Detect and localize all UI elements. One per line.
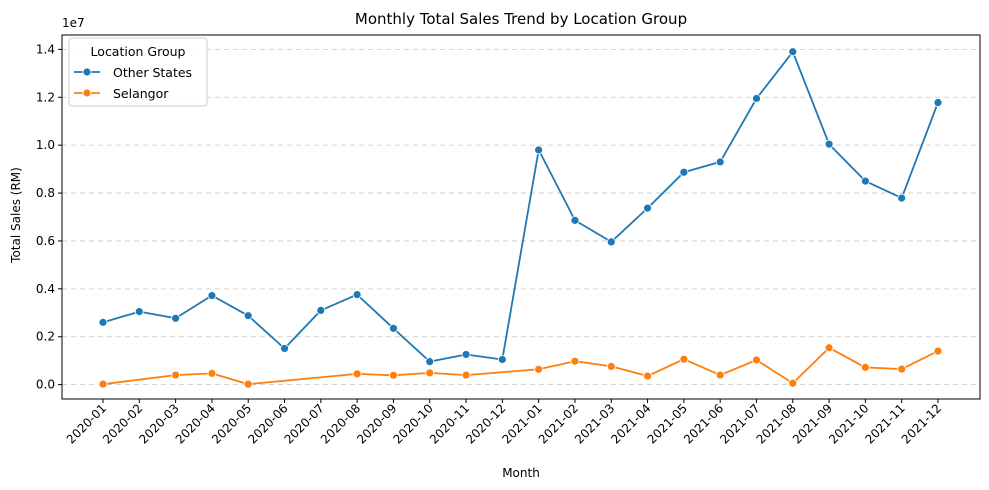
data-point-other-states	[134, 307, 144, 316]
data-point-selangor	[643, 371, 652, 381]
data-point-selangor	[461, 370, 471, 380]
data-point-other-states	[752, 94, 761, 103]
data-point-selangor	[860, 362, 870, 372]
data-point-selangor	[534, 364, 544, 374]
y-tick-label: 0.4	[36, 282, 55, 296]
y-axis-ticks: 0.0 0.2 0.4 0.6 0.8 1.0 1.2 1.4	[36, 42, 62, 392]
data-point-other-states	[389, 323, 398, 333]
y-tick-label: 0.8	[36, 186, 55, 200]
data-point-other-states	[352, 290, 362, 299]
data-point-selangor	[570, 356, 580, 366]
data-point-other-states	[715, 157, 725, 167]
data-point-selangor	[679, 354, 689, 364]
data-point-other-states	[280, 344, 289, 353]
data-point-other-states	[606, 237, 616, 247]
x-tick-label: 2021-12	[899, 401, 944, 446]
data-point-other-states	[534, 145, 544, 155]
y-axis-label: Total Sales (RM)	[9, 167, 23, 264]
data-point-selangor	[207, 368, 217, 378]
data-point-selangor	[98, 379, 108, 389]
data-point-selangor	[933, 346, 943, 356]
legend-title: Location Group	[91, 44, 186, 59]
data-point-selangor	[752, 355, 761, 365]
data-point-selangor	[243, 379, 253, 389]
data-point-other-states	[788, 47, 798, 57]
legend-marker-selangor	[82, 88, 92, 98]
data-point-selangor	[425, 368, 435, 378]
y-tick-label: 1.0	[36, 138, 55, 152]
data-point-other-states	[316, 305, 326, 315]
y-tick-label: 0.0	[36, 378, 55, 392]
y-offset-label: 1e7	[62, 16, 85, 30]
y-tick-label: 1.2	[36, 90, 55, 104]
data-point-selangor	[606, 362, 616, 371]
data-point-selangor	[352, 369, 362, 379]
data-point-other-states	[171, 313, 181, 323]
plot-frame	[61, 34, 981, 400]
legend-box	[68, 37, 208, 107]
data-point-other-states	[679, 167, 689, 177]
series-line-selangor	[102, 346, 939, 386]
data-point-selangor	[715, 370, 725, 380]
data-point-other-states	[824, 139, 834, 149]
legend-label-other-states: Other States	[113, 65, 192, 80]
y-tick-label: 0.2	[36, 330, 55, 344]
grid-lines	[62, 48, 980, 386]
data-point-selangor	[788, 378, 798, 388]
data-point-other-states	[497, 355, 507, 364]
legend-marker-other-states	[82, 67, 92, 77]
x-axis-ticks: 2020-012020-022020-032020-042020-052020-…	[64, 399, 944, 447]
data-point-other-states	[98, 317, 108, 327]
y-tick-label: 0.6	[36, 234, 55, 248]
data-point-other-states	[461, 350, 471, 359]
data-point-selangor	[171, 370, 181, 380]
series-layer	[98, 47, 943, 389]
data-point-selangor	[897, 364, 907, 374]
y-tick-label: 1.4	[36, 42, 55, 56]
data-point-other-states	[860, 176, 870, 186]
data-point-other-states	[425, 357, 435, 367]
data-point-other-states	[643, 203, 652, 213]
legend: Location Group Other States Selangor	[68, 37, 208, 107]
x-axis-label: Month	[502, 466, 540, 480]
data-point-selangor	[824, 343, 834, 353]
data-point-other-states	[243, 311, 253, 321]
data-point-selangor	[389, 370, 398, 380]
data-point-other-states	[570, 215, 580, 225]
series-line-other-states	[102, 50, 939, 363]
data-point-other-states	[207, 291, 217, 300]
legend-label-selangor: Selangor	[113, 86, 169, 101]
data-point-other-states	[897, 193, 907, 203]
data-point-other-states	[933, 98, 943, 107]
chart-title: Monthly Total Sales Trend by Location Gr…	[355, 10, 687, 28]
